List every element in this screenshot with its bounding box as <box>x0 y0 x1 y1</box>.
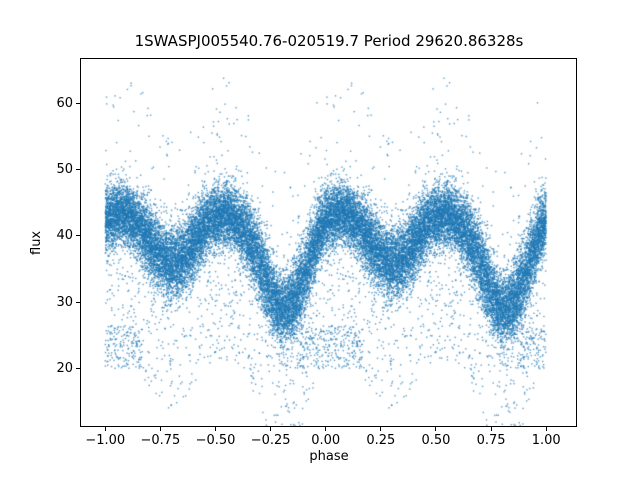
x-tick-mark <box>435 427 437 431</box>
x-tick-mark <box>215 427 216 431</box>
x-tick-mark <box>104 427 106 431</box>
y-tick-mark <box>76 169 80 171</box>
x-tick-label: −0.25 <box>250 433 291 448</box>
y-tick-label: 60 <box>56 95 73 111</box>
chart-title: 1SWASPJ005540.76-020519.7 Period 29620.8… <box>134 32 524 50</box>
y-tick-label: 40 <box>56 228 73 244</box>
x-tick-mark <box>490 427 492 431</box>
x-tick-label: 1.00 <box>531 433 561 448</box>
x-tick-mark <box>545 427 547 431</box>
x-tick-label: 0.00 <box>311 433 341 448</box>
y-tick-label: 50 <box>56 162 73 178</box>
y-tick-label: 20 <box>56 360 73 376</box>
x-tick-label: −0.50 <box>195 433 236 448</box>
x-tick-label: 0.50 <box>421 433 451 448</box>
x-tick-label: 0.25 <box>366 433 396 448</box>
x-axis-label: phase <box>309 449 349 464</box>
y-tick-mark <box>76 102 80 104</box>
y-axis-label: flux <box>29 230 44 255</box>
x-tick-label: −1.00 <box>85 433 126 448</box>
x-tick-mark <box>325 427 327 431</box>
y-tick-mark <box>76 301 80 303</box>
x-tick-mark <box>270 427 272 431</box>
x-tick-label: −0.75 <box>140 433 181 448</box>
y-tick-mark <box>76 235 80 237</box>
y-tick-label: 30 <box>56 294 73 310</box>
x-tick-label: 0.75 <box>476 433 506 448</box>
scatter-points-canvas <box>81 59 576 426</box>
x-tick-mark <box>380 427 382 431</box>
y-tick-mark <box>76 367 80 369</box>
x-tick-mark <box>159 427 161 431</box>
